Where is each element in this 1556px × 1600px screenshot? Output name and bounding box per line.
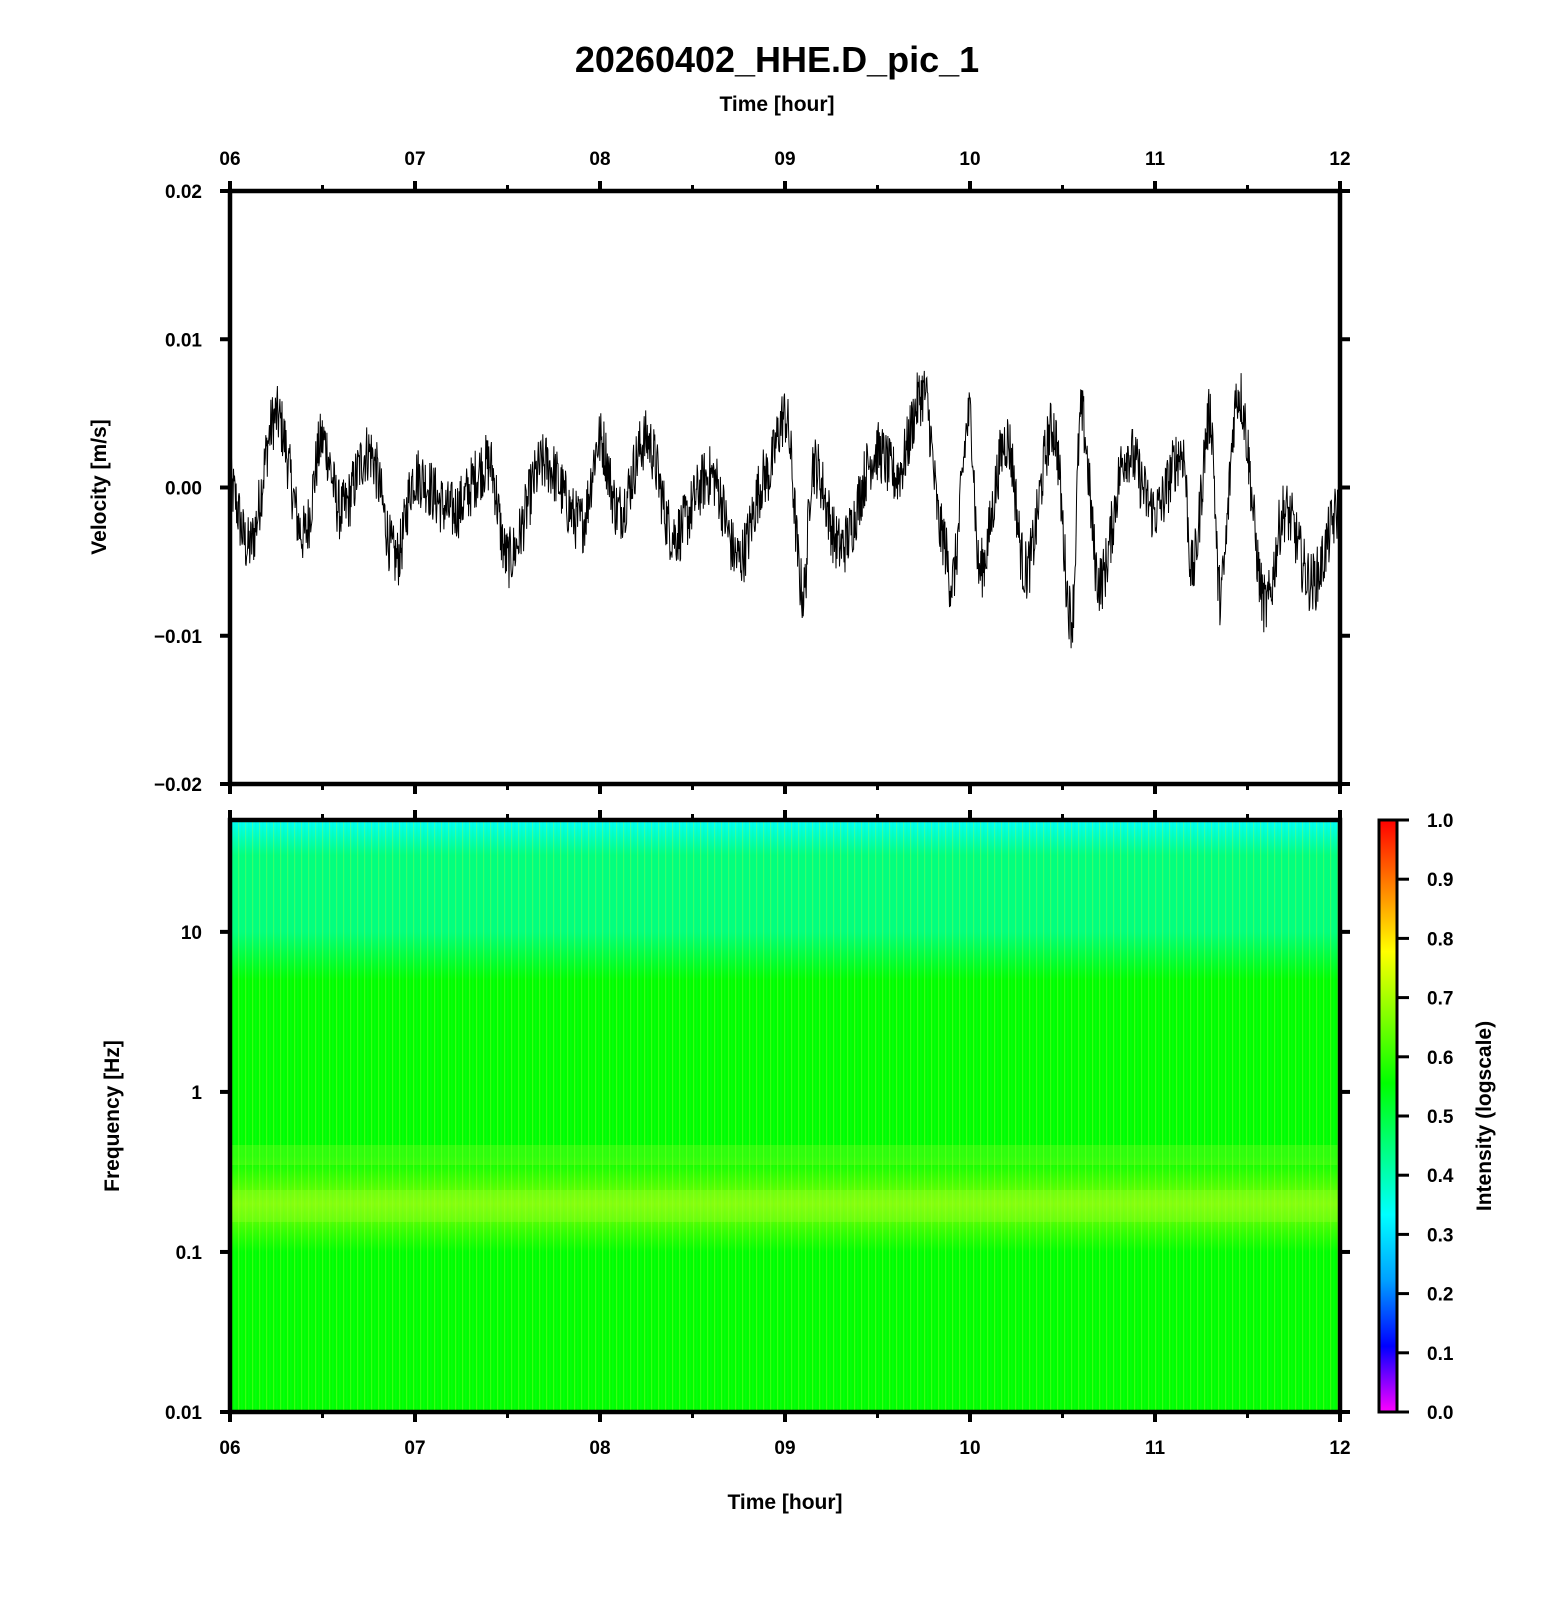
x-tick-label: 09: [774, 1438, 795, 1459]
y-tick-label: −0.02: [154, 775, 202, 796]
colorbar-tick-label: 0.8: [1427, 929, 1453, 950]
colorbar-tick-label: 0.5: [1427, 1107, 1454, 1128]
x-tick-label: 06: [219, 149, 240, 170]
y-tick-label: 0.01: [165, 1403, 202, 1424]
x-tick-label: 12: [1329, 1438, 1350, 1459]
y-tick-label: 1: [191, 1083, 202, 1104]
spectrogram-band-microseism: [230, 1190, 1340, 1222]
colorbar-tick-label: 0.2: [1427, 1285, 1453, 1306]
spectrogram-texture: [230, 820, 1340, 1412]
x-tick-label: 10: [959, 1438, 980, 1459]
x-tick-label: 12: [1329, 149, 1350, 170]
colorbar-tick-label: 1.0: [1427, 811, 1453, 832]
x-tick-label: 08: [589, 1438, 610, 1459]
velocity-plot-frame: [227, 188, 1343, 787]
y-tick-label: 0.02: [165, 182, 202, 203]
y-tick-label: −0.01: [154, 627, 203, 648]
velocity-ticks: 06 07 08 09 10 11 12 0.02 0.01 0.00 −0.01 −0.02: [154, 149, 1351, 796]
x-tick-label: 11: [1145, 149, 1166, 170]
bottom-x-axis-label: Time [hour]: [727, 1491, 842, 1514]
colorbar-tick-label: 0.9: [1427, 870, 1453, 891]
y-tick-label: 0.00: [165, 479, 202, 500]
x-tick-label: 11: [1145, 1438, 1166, 1459]
spectrogram-y-axis-label: Frequency [Hz]: [101, 1040, 124, 1192]
y-tick-label: 0.01: [165, 330, 202, 351]
x-tick-label: 09: [774, 149, 795, 170]
colorbar-ticks: 1.0 0.9 0.8 0.7 0.6 0.5 0.4 0.3 0.2 0.1 0.0: [1397, 811, 1454, 1424]
x-tick-label: 07: [404, 149, 425, 170]
colorbar: 1.0 0.9 0.8 0.7 0.6 0.5 0.4 0.3 0.2 0.1 0.0 Intens…: [1377, 811, 1496, 1424]
colorbar-tick-label: 0.0: [1427, 1403, 1453, 1424]
colorbar-tick-label: 0.1: [1427, 1344, 1454, 1365]
velocity-panel: 06 07 08 09 10 11 12 0.02 0.01 0.00 −0.01 −0.02 Vel…: [88, 149, 1351, 796]
y-tick-label: 0.1: [176, 1243, 203, 1264]
x-tick-label: 10: [959, 149, 980, 170]
x-tick-label: 06: [219, 1438, 240, 1459]
colorbar-tick-label: 0.4: [1427, 1166, 1454, 1187]
spectrogram-band-low: [230, 1145, 1340, 1165]
velocity-y-axis-label: Velocity [m/s]: [88, 419, 111, 554]
colorbar-tick-label: 0.7: [1427, 989, 1453, 1010]
colorbar-ramp: [1377, 818, 1399, 1414]
colorbar-label: Intensity (logscale): [1473, 1021, 1496, 1211]
velocity-line: [229, 370, 1341, 649]
chart-title: 20260402_HHE.D_pic_1: [575, 39, 979, 80]
velocity-trace: [229, 370, 1341, 649]
colorbar-tick-label: 0.3: [1427, 1225, 1453, 1246]
x-tick-label: 07: [404, 1438, 425, 1459]
y-tick-label: 10: [181, 923, 202, 944]
x-tick-label: 08: [589, 149, 610, 170]
spectrogram-ticks: 06 07 08 09 10 11 12 10 1 0.1 0.01: [165, 810, 1351, 1459]
colorbar-tick-label: 0.6: [1427, 1048, 1453, 1069]
top-x-axis-label: Time [hour]: [719, 93, 834, 116]
